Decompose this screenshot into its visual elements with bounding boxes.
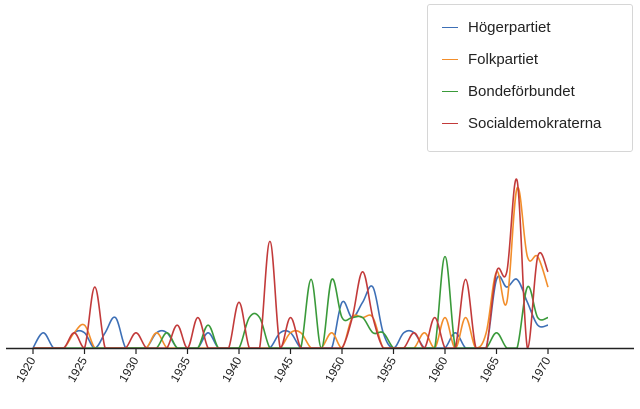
legend-label: Socialdemokraterna xyxy=(468,114,602,132)
x-tick-label: 1960 xyxy=(425,354,451,384)
legend-item: Högerpartiet xyxy=(442,17,551,37)
x-tick-label: 1930 xyxy=(116,354,142,384)
x-tick-label: 1970 xyxy=(528,354,554,384)
x-tick-label: 1940 xyxy=(219,354,245,384)
legend-item: Socialdemokraterna xyxy=(442,113,601,133)
x-tick-label: 1925 xyxy=(65,354,91,384)
x-tick-label: 1945 xyxy=(271,354,297,384)
x-axis-ticks: 1920 1925 1930 1935 1940 1945 1950 1955 1960 1965… xyxy=(13,348,554,385)
legend-swatch xyxy=(442,90,458,92)
legend-swatch xyxy=(442,122,458,124)
legend-label: Folkpartiet xyxy=(468,50,539,68)
x-tick-label: 1920 xyxy=(13,354,39,384)
legend-item: Folkpartiet xyxy=(442,49,538,69)
x-tick-label: 1935 xyxy=(168,354,194,384)
x-tick-label: 1965 xyxy=(477,354,503,384)
legend-label: Bondeförbundet xyxy=(468,82,575,100)
legend-swatch xyxy=(442,58,458,60)
x-tick-label: 1955 xyxy=(374,354,400,384)
legend-label: Högerpartiet xyxy=(468,18,551,36)
x-tick-label: 1950 xyxy=(322,354,348,384)
legend: Högerpartiet Folkpartiet Bondeförbundet Soc… xyxy=(427,4,633,152)
legend-item: Bondeförbundet xyxy=(442,81,575,101)
legend-swatch xyxy=(442,26,458,28)
series-layer xyxy=(32,178,549,349)
